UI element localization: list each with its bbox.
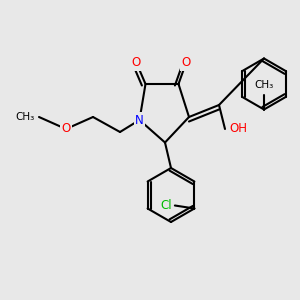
Text: OH: OH xyxy=(230,122,247,136)
Text: CH₃: CH₃ xyxy=(254,80,274,90)
Text: Cl: Cl xyxy=(160,199,172,212)
Text: O: O xyxy=(132,56,141,70)
Text: CH₃: CH₃ xyxy=(15,112,34,122)
Text: N: N xyxy=(135,113,144,127)
Text: O: O xyxy=(182,56,190,70)
Text: O: O xyxy=(61,122,70,136)
